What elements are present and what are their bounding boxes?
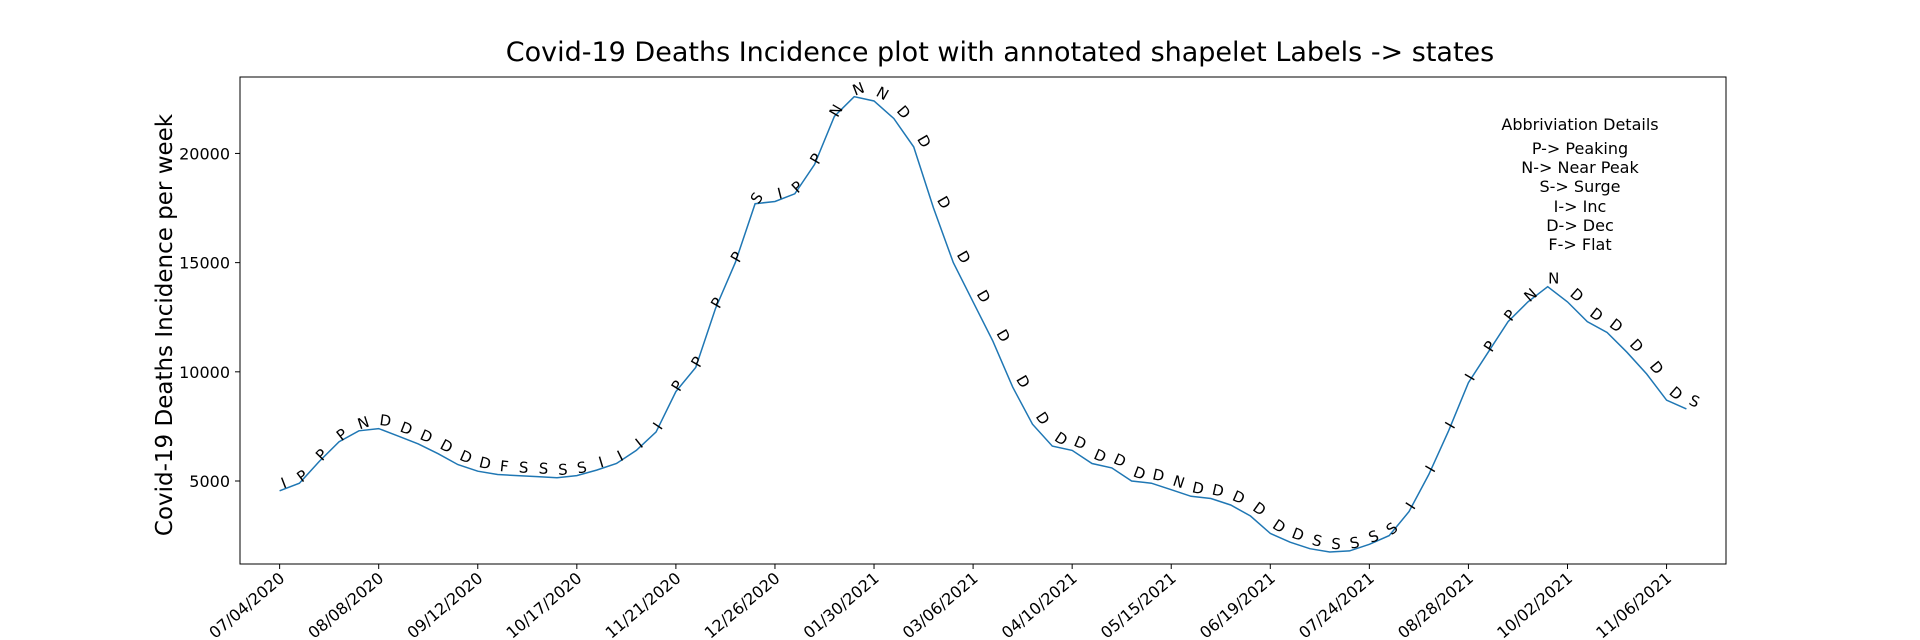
state-label: D — [378, 411, 392, 430]
state-label: D — [1111, 450, 1129, 471]
state-label: D — [913, 132, 934, 151]
state-label: D — [1190, 478, 1205, 498]
x-tick-label: 10/02/2021 — [1493, 569, 1576, 640]
state-label: S — [1383, 519, 1402, 539]
state-label: P — [333, 425, 351, 445]
state-label: I — [775, 184, 784, 203]
x-axis: 07/04/2020 08/08/2020 09/12/2020 10/17/2020… — [205, 564, 1675, 640]
x-tick-label: 08/08/2020 — [304, 569, 387, 640]
state-label: S — [1310, 531, 1324, 551]
state-label: I — [649, 419, 666, 433]
legend-item-dec: D-> Dec — [1546, 216, 1614, 235]
state-label: F — [499, 457, 510, 476]
legend-item-flat: F-> Flat — [1548, 235, 1611, 254]
state-label: N — [825, 101, 846, 120]
state-label: N — [850, 79, 867, 100]
state-label: D — [953, 248, 974, 267]
state-label: N — [1520, 285, 1540, 306]
x-tick-label: 07/24/2021 — [1295, 569, 1378, 640]
y-tick-label: 5000 — [189, 472, 230, 491]
y-tick-label: 15000 — [179, 254, 230, 273]
state-label: I — [1441, 419, 1459, 432]
x-tick-label: 08/28/2021 — [1394, 569, 1477, 640]
state-label: D — [1230, 487, 1248, 508]
state-label: D — [1012, 372, 1033, 391]
state-label: I — [278, 474, 289, 492]
state-label: D — [933, 193, 954, 212]
state-label: D — [1567, 285, 1588, 306]
y-axis-label: Covid-19 Deaths Incidence per week — [152, 113, 178, 536]
legend-item-peaking: P-> Peaking — [1532, 139, 1628, 158]
legend-item-surge: S-> Surge — [1539, 177, 1620, 196]
x-tick-label: 11/06/2021 — [1592, 569, 1675, 640]
state-label: D — [398, 418, 415, 439]
state-label: S — [518, 458, 529, 477]
state-label: D — [1646, 358, 1667, 378]
state-label: P — [312, 445, 331, 464]
state-label: S — [1686, 391, 1702, 411]
x-tick-label: 06/19/2021 — [1196, 569, 1279, 640]
x-tick-label: 01/30/2021 — [800, 569, 883, 640]
y-tick-label: 10000 — [179, 363, 230, 382]
state-label: N — [355, 413, 371, 434]
state-label: P — [293, 466, 311, 486]
state-label: D — [893, 102, 914, 123]
state-label: D — [1249, 498, 1269, 519]
x-tick-label: 12/26/2020 — [701, 569, 784, 640]
state-label: D — [1626, 335, 1647, 356]
legend: Abbriviation Details P-> Peaking N-> Nea… — [1501, 115, 1658, 254]
state-label: P — [687, 354, 707, 371]
state-label: D — [477, 453, 493, 473]
state-label: S — [1348, 533, 1361, 552]
state-label: D — [417, 426, 435, 447]
state-label: N — [1171, 472, 1187, 493]
state-label: P — [707, 295, 727, 312]
state-label: N — [1548, 270, 1559, 288]
state-label: D — [1606, 315, 1626, 336]
state-label: D — [1071, 432, 1089, 453]
series-line — [279, 95, 1687, 553]
state-label: P — [1500, 306, 1520, 324]
state-label: D — [1151, 465, 1166, 485]
state-label: S — [558, 461, 568, 479]
legend-item-inc: I-> Inc — [1554, 197, 1607, 216]
state-label: S — [1366, 527, 1381, 547]
x-tick-label: 11/21/2020 — [602, 569, 685, 640]
y-axis: 5000 10000 15000 20000 — [179, 144, 240, 491]
x-tick-label: 10/17/2020 — [503, 569, 586, 640]
state-label: I — [1461, 371, 1479, 384]
x-tick-label: 07/04/2020 — [205, 569, 288, 640]
state-label: S — [538, 459, 549, 478]
x-tick-label: 09/12/2020 — [403, 569, 486, 640]
state-label: D — [1032, 409, 1053, 429]
state-label: S — [1331, 535, 1342, 554]
state-label: S — [575, 458, 588, 477]
x-tick-label: 03/06/2021 — [899, 569, 982, 640]
state-label: D — [437, 436, 456, 457]
state-label: I — [596, 453, 605, 472]
state-label: D — [973, 287, 994, 306]
legend-item-near-peak: N-> Near Peak — [1521, 158, 1639, 177]
state-label: D — [1289, 524, 1306, 545]
x-tick-label: 05/15/2021 — [1097, 569, 1180, 640]
plot-area-frame — [239, 76, 1727, 565]
state-label: P — [806, 150, 826, 167]
state-label: D — [993, 326, 1014, 345]
state-label: D — [1210, 481, 1225, 501]
state-label: I — [1402, 499, 1420, 513]
state-label: P — [1480, 338, 1500, 355]
state-label: I — [614, 447, 626, 465]
x-tick-label: 04/10/2021 — [998, 569, 1081, 640]
legend-title: Abbriviation Details — [1501, 115, 1658, 134]
state-label: S — [747, 189, 767, 207]
series-layer — [279, 95, 1687, 553]
y-tick-label: 20000 — [179, 144, 230, 163]
state-label: P — [727, 249, 747, 266]
state-label: I — [1422, 463, 1440, 476]
state-label: N — [873, 83, 892, 104]
chart-title: Covid-19 Deaths Incidence plot with anno… — [506, 37, 1494, 68]
